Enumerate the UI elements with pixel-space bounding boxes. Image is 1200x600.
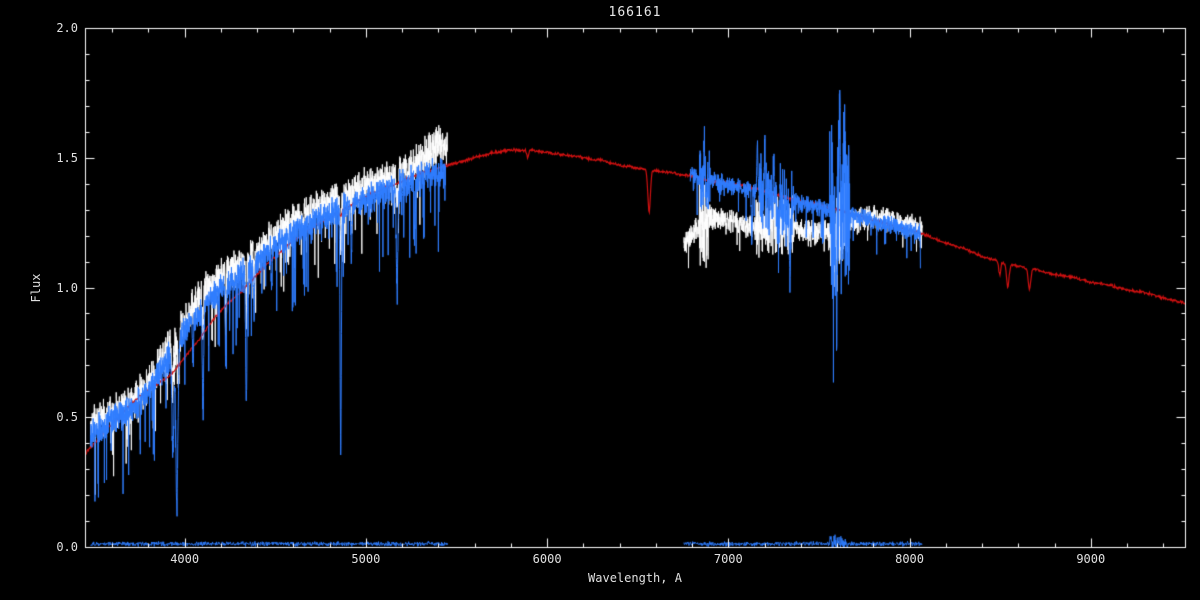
y-tick-label: 2.0 bbox=[56, 21, 78, 35]
x-tick-label: 7000 bbox=[713, 552, 743, 566]
plot-title: 166161 bbox=[608, 5, 662, 20]
x-tick-label: 6000 bbox=[532, 552, 562, 566]
y-tick-label: 0.0 bbox=[56, 540, 78, 554]
x-tick-label: 4000 bbox=[170, 552, 200, 566]
y-tick-label: 0.5 bbox=[56, 410, 78, 425]
x-tick-label: 9000 bbox=[1076, 552, 1106, 566]
x-tick-label: 8000 bbox=[895, 552, 924, 566]
y-tick-label: 1.5 bbox=[56, 150, 78, 165]
x-axis-label: Wavelength, A bbox=[588, 571, 682, 585]
y-tick-label: 1.0 bbox=[56, 280, 78, 295]
x-tick-label: 5000 bbox=[351, 552, 381, 566]
